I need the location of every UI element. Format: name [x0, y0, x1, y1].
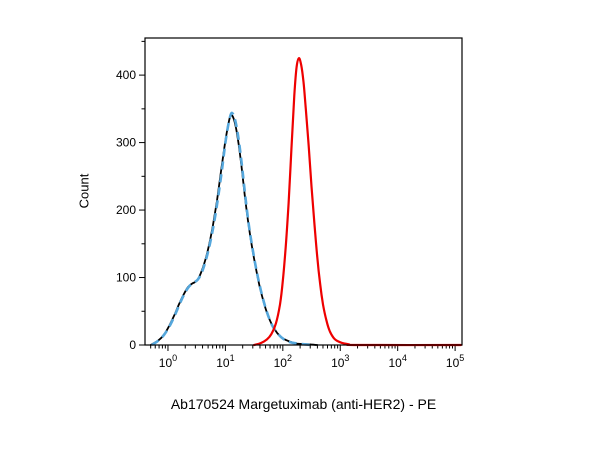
x-tick-label: 103	[331, 353, 349, 370]
axes: 100 101 102 103 104 105 0 100 200 300 400	[116, 40, 464, 370]
x-tick-label: 104	[388, 353, 406, 370]
y-tick-label: 200	[116, 203, 136, 217]
x-tick-label: 105	[446, 353, 464, 370]
series-curves	[149, 57, 462, 347]
x-axis-title: Ab170524 Margetuximab (anti-HER2) - PE	[170, 396, 437, 412]
y-tick-label: 300	[116, 136, 136, 150]
y-tick-label: 0	[129, 338, 136, 352]
y-tick-label: 400	[116, 68, 136, 82]
plot-border	[144, 37, 463, 346]
y-axis-title: Count	[76, 173, 92, 209]
series-control-dashed-blue	[151, 111, 312, 347]
x-tick-label: 100	[159, 353, 177, 370]
series-margetuximab-pe-red	[253, 57, 462, 347]
y-axis-ticks: 0 100 200 300 400	[116, 40, 145, 352]
x-tick-label: 101	[216, 353, 234, 370]
x-axis-ticks: 100 101 102 103 104 105	[150, 345, 464, 370]
x-tick-label: 102	[274, 353, 292, 370]
y-tick-label: 100	[116, 271, 136, 285]
